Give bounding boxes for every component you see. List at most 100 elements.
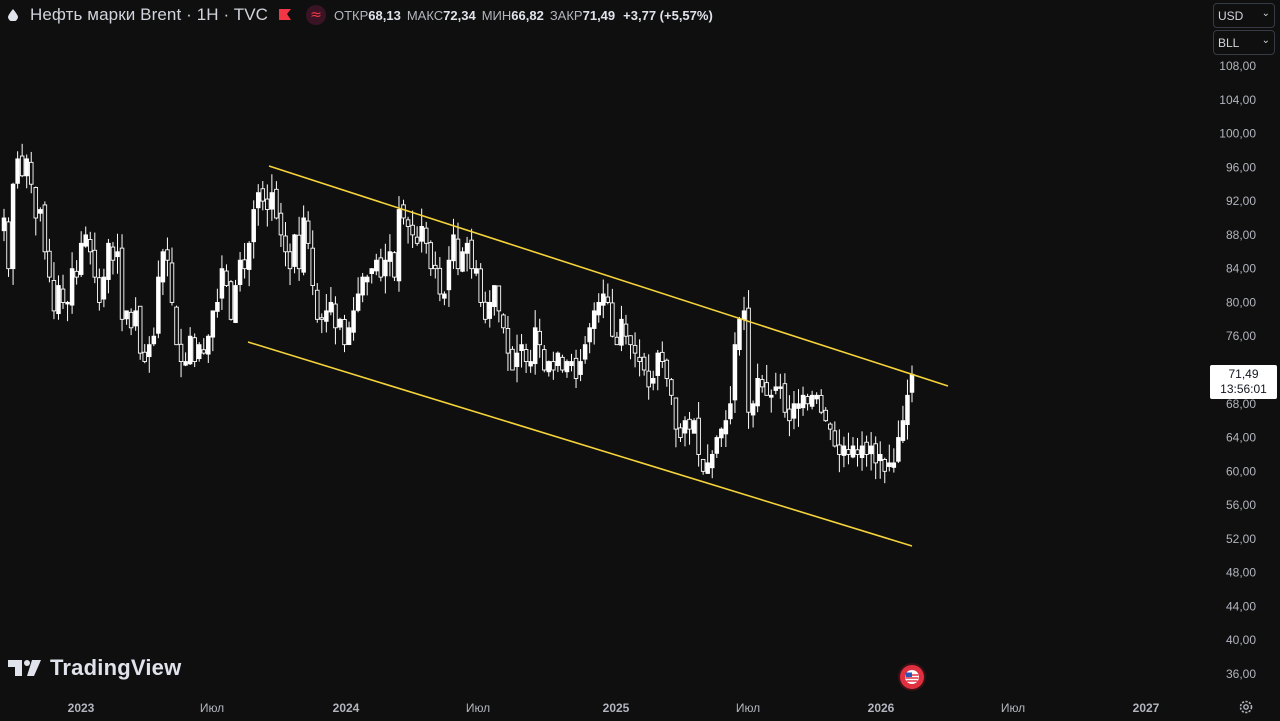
candle-body <box>74 270 79 278</box>
tradingview-logo[interactable]: TradingView <box>8 655 181 681</box>
candle-body <box>387 251 393 262</box>
lower-trendline <box>247 341 913 547</box>
candle-body <box>47 250 52 278</box>
time-tick-label: Июл <box>200 701 224 715</box>
candle-body <box>287 251 293 270</box>
candle-body <box>115 251 120 258</box>
price-axis: 108,00 104,00 100,00 96,00 92,00 88,00 84,00 80… <box>1219 59 1256 681</box>
gear-icon[interactable] <box>1238 699 1254 715</box>
flag-icon[interactable] <box>278 8 292 22</box>
candle-body <box>401 204 406 219</box>
candle-body <box>451 234 456 262</box>
candle-body <box>414 236 420 244</box>
candle-body <box>156 276 161 334</box>
approx-icon[interactable]: ≈ <box>306 5 326 25</box>
candle-body <box>174 306 179 346</box>
candle-body <box>265 198 270 211</box>
candle-body <box>97 277 102 303</box>
candle-body <box>446 259 452 291</box>
time-axis: 2023 Июл 2024 Июл 2025 Июл 2026 Июл 2027 <box>68 701 1160 715</box>
price-tick-label: 52,00 <box>1226 532 1256 546</box>
candle-body <box>1 217 7 232</box>
candle-body <box>92 249 98 278</box>
candle-body <box>315 289 320 320</box>
currency-value: USD <box>1218 9 1244 23</box>
time-tick-label: 2023 <box>68 701 95 715</box>
candle-body <box>560 356 565 371</box>
candle-body <box>78 242 84 275</box>
candle-body <box>183 361 188 366</box>
candle-body <box>637 356 642 363</box>
candle-body <box>759 379 765 388</box>
candle-body <box>610 302 615 337</box>
candle-body <box>601 293 606 306</box>
price-tick-label: 100,00 <box>1219 127 1256 141</box>
symbol-title[interactable]: Нефть марки Brent · 1H · TVC <box>30 5 269 24</box>
candle-body <box>196 344 202 360</box>
price-tick-label: 84,00 <box>1226 262 1256 276</box>
candle-body <box>887 462 892 467</box>
candle-body <box>455 238 461 270</box>
candle-body <box>818 395 824 413</box>
candle-body <box>106 242 111 280</box>
candle-body <box>723 420 729 435</box>
candle-body <box>301 217 306 273</box>
candle-body <box>423 227 429 244</box>
candle-body <box>909 373 915 393</box>
candle-body <box>147 344 152 358</box>
candle-body <box>868 445 874 455</box>
candle-body <box>69 268 75 306</box>
candle-body <box>528 361 533 367</box>
price-tick-label: 56,00 <box>1226 498 1256 512</box>
candle-body <box>537 330 542 346</box>
candle-body <box>478 268 483 303</box>
candle-body <box>60 288 66 303</box>
candle-body <box>596 301 601 316</box>
high-value: 72,34 <box>443 8 476 23</box>
candle-body <box>787 408 792 422</box>
candle-body <box>487 301 493 319</box>
candle-body <box>850 445 856 458</box>
us-flag-event-icon[interactable] <box>900 665 924 689</box>
ohlc-values: ОТКР 68,13 МАКС 72,34 МИН 66,82 ЗАКР 71,… <box>334 8 713 23</box>
candle-body <box>110 246 116 261</box>
candle-body <box>206 335 211 355</box>
candle-body <box>210 310 216 338</box>
candle-body <box>351 310 356 333</box>
candle-body <box>764 382 769 396</box>
price-tick-label: 108,00 <box>1219 59 1256 73</box>
price-tick-label: 68,00 <box>1226 397 1256 411</box>
candle-body <box>260 188 266 202</box>
price-tick-label: 92,00 <box>1226 194 1256 208</box>
candle-body <box>855 449 860 455</box>
candle-body <box>460 251 465 272</box>
candle-body <box>841 445 847 456</box>
time-tick-label: Июл <box>1001 701 1025 715</box>
candle-body <box>514 352 520 367</box>
candle-body <box>360 276 365 296</box>
candle-body <box>305 220 311 244</box>
price-tick-label: 44,00 <box>1226 599 1256 613</box>
candle-body <box>687 418 692 430</box>
candle-body <box>678 427 683 439</box>
candle-body <box>151 335 157 345</box>
candle-body <box>255 192 261 209</box>
candle-body <box>237 259 243 285</box>
candle-body <box>873 443 878 464</box>
candle-body <box>737 318 742 351</box>
candle-body <box>623 323 629 337</box>
candle-body <box>42 204 48 253</box>
price-tick-label: 76,00 <box>1226 329 1256 343</box>
candle-body <box>542 349 547 371</box>
candle-body <box>569 361 574 367</box>
logo-text: TradingView <box>50 655 182 680</box>
candle-body <box>19 155 25 177</box>
candle-body <box>891 462 897 468</box>
candle-body <box>169 262 175 303</box>
currency-select[interactable]: USD ⌄ <box>1213 3 1275 28</box>
candle-body <box>28 161 34 185</box>
time-tick-label: 2026 <box>868 701 895 715</box>
unit-select[interactable]: BLL ⌄ <box>1213 30 1275 55</box>
price-tick-label: 40,00 <box>1226 633 1256 647</box>
